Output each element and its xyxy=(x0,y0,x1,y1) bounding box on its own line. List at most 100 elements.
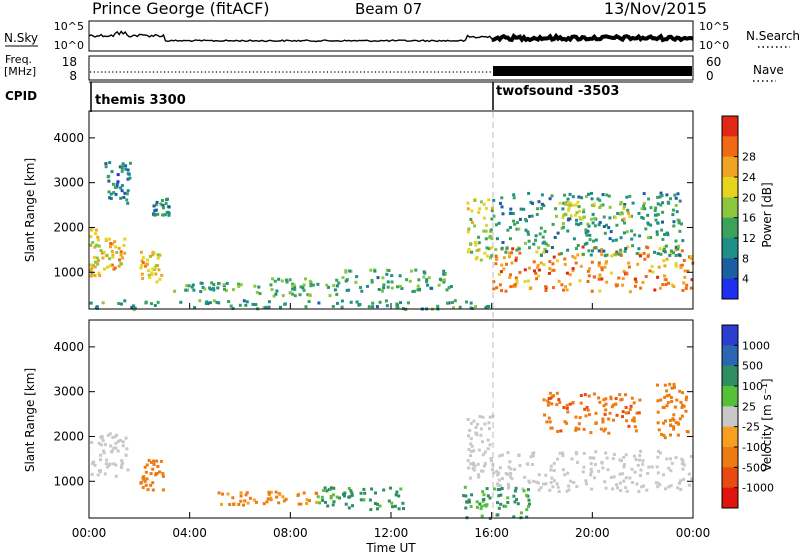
power-cell xyxy=(534,234,538,238)
power-cell xyxy=(532,260,536,264)
power-cell xyxy=(662,259,666,263)
colorbar-segment xyxy=(722,156,738,178)
power-cell xyxy=(586,269,590,273)
noise-search-trace xyxy=(491,32,694,43)
power-cell xyxy=(574,203,578,207)
y-tick-label: 3000 xyxy=(53,176,84,190)
power-cell xyxy=(621,283,625,287)
velocity-cell xyxy=(680,414,684,418)
velocity-cell xyxy=(552,394,555,398)
power-cell xyxy=(304,277,307,281)
power-cell xyxy=(677,244,681,248)
velocity-cell xyxy=(274,490,278,494)
power-cell xyxy=(647,197,651,201)
velocity-cell xyxy=(330,486,333,490)
power-cell xyxy=(504,289,508,293)
velocity-cell xyxy=(217,491,221,495)
power-cell xyxy=(140,259,144,263)
power-cell xyxy=(227,300,231,303)
power-cell xyxy=(124,167,128,171)
velocity-cell xyxy=(526,488,530,492)
velocity-cell xyxy=(682,463,686,467)
velocity-cell xyxy=(155,459,159,463)
velocity-cell xyxy=(231,496,235,500)
power-cell xyxy=(659,203,663,207)
power-cell xyxy=(107,174,111,178)
power-cell xyxy=(291,287,295,291)
power-cell xyxy=(120,166,124,170)
power-cell xyxy=(418,287,422,291)
power-cell xyxy=(604,261,608,265)
velocity-cell xyxy=(476,422,479,426)
power-cell xyxy=(552,286,555,290)
velocity-cell xyxy=(625,489,629,493)
power-cell xyxy=(580,217,584,221)
velocity-cell xyxy=(645,488,649,492)
power-cell xyxy=(473,240,477,244)
power-cell xyxy=(560,283,564,287)
power-cell xyxy=(446,301,449,305)
velocity-cell xyxy=(612,453,616,456)
power-cell xyxy=(524,218,527,221)
power-cell xyxy=(577,223,581,227)
power-cell xyxy=(583,242,587,246)
power-cell xyxy=(607,194,611,198)
velocity-cell xyxy=(513,467,516,471)
power-cell xyxy=(212,286,215,290)
velocity-cell xyxy=(143,465,147,469)
velocity-cell xyxy=(634,429,638,433)
power-cell xyxy=(646,254,650,258)
velocity-cell xyxy=(577,422,581,426)
power-cell xyxy=(482,216,486,220)
velocity-cell xyxy=(537,473,541,477)
power-cell xyxy=(656,252,660,255)
power-cell xyxy=(605,193,609,197)
power-cell xyxy=(210,281,214,285)
power-cell xyxy=(264,305,268,309)
power-cell xyxy=(543,247,547,251)
power-cell xyxy=(430,286,434,290)
power-cell xyxy=(222,283,226,287)
power-cell xyxy=(452,306,455,310)
power-cell xyxy=(602,215,606,219)
velocity-cell xyxy=(665,394,669,398)
velocity-cell xyxy=(486,438,490,442)
velocity-cell xyxy=(147,458,151,462)
colorbar-segment xyxy=(722,467,738,489)
power-cell xyxy=(664,283,668,286)
velocity-cell xyxy=(597,396,601,400)
power-cell xyxy=(678,199,682,203)
power-cell xyxy=(90,271,94,275)
velocity-cell xyxy=(656,481,660,485)
power-cell xyxy=(641,280,645,284)
power-cell xyxy=(151,253,155,257)
power-cell xyxy=(628,194,632,198)
velocity-cell xyxy=(112,462,116,466)
power-cell xyxy=(638,234,642,238)
power-cell xyxy=(598,289,602,293)
power-cell xyxy=(590,197,594,201)
velocity-cell xyxy=(589,462,593,466)
velocity-cell xyxy=(397,494,401,498)
power-cell xyxy=(104,237,108,241)
power-cell xyxy=(292,283,296,287)
velocity-cell xyxy=(672,413,676,417)
power-cell xyxy=(97,244,101,248)
velocity-cell xyxy=(641,462,645,466)
power-cell xyxy=(166,210,170,214)
power-cell xyxy=(622,217,626,221)
power-cell xyxy=(587,224,591,228)
power-cell xyxy=(258,292,262,296)
power-cell xyxy=(238,303,242,307)
power-cell xyxy=(509,285,513,289)
time-tick-label: 08:00 xyxy=(273,526,308,540)
velocity-cell xyxy=(672,418,676,422)
velocity-cell xyxy=(608,411,612,415)
velocity-cell xyxy=(507,486,510,490)
velocity-cell xyxy=(145,477,149,481)
power-cell xyxy=(530,214,534,218)
power-cell xyxy=(492,280,496,284)
velocity-cell xyxy=(117,439,120,443)
velocity-cell xyxy=(515,498,518,502)
power-cell xyxy=(561,222,565,225)
